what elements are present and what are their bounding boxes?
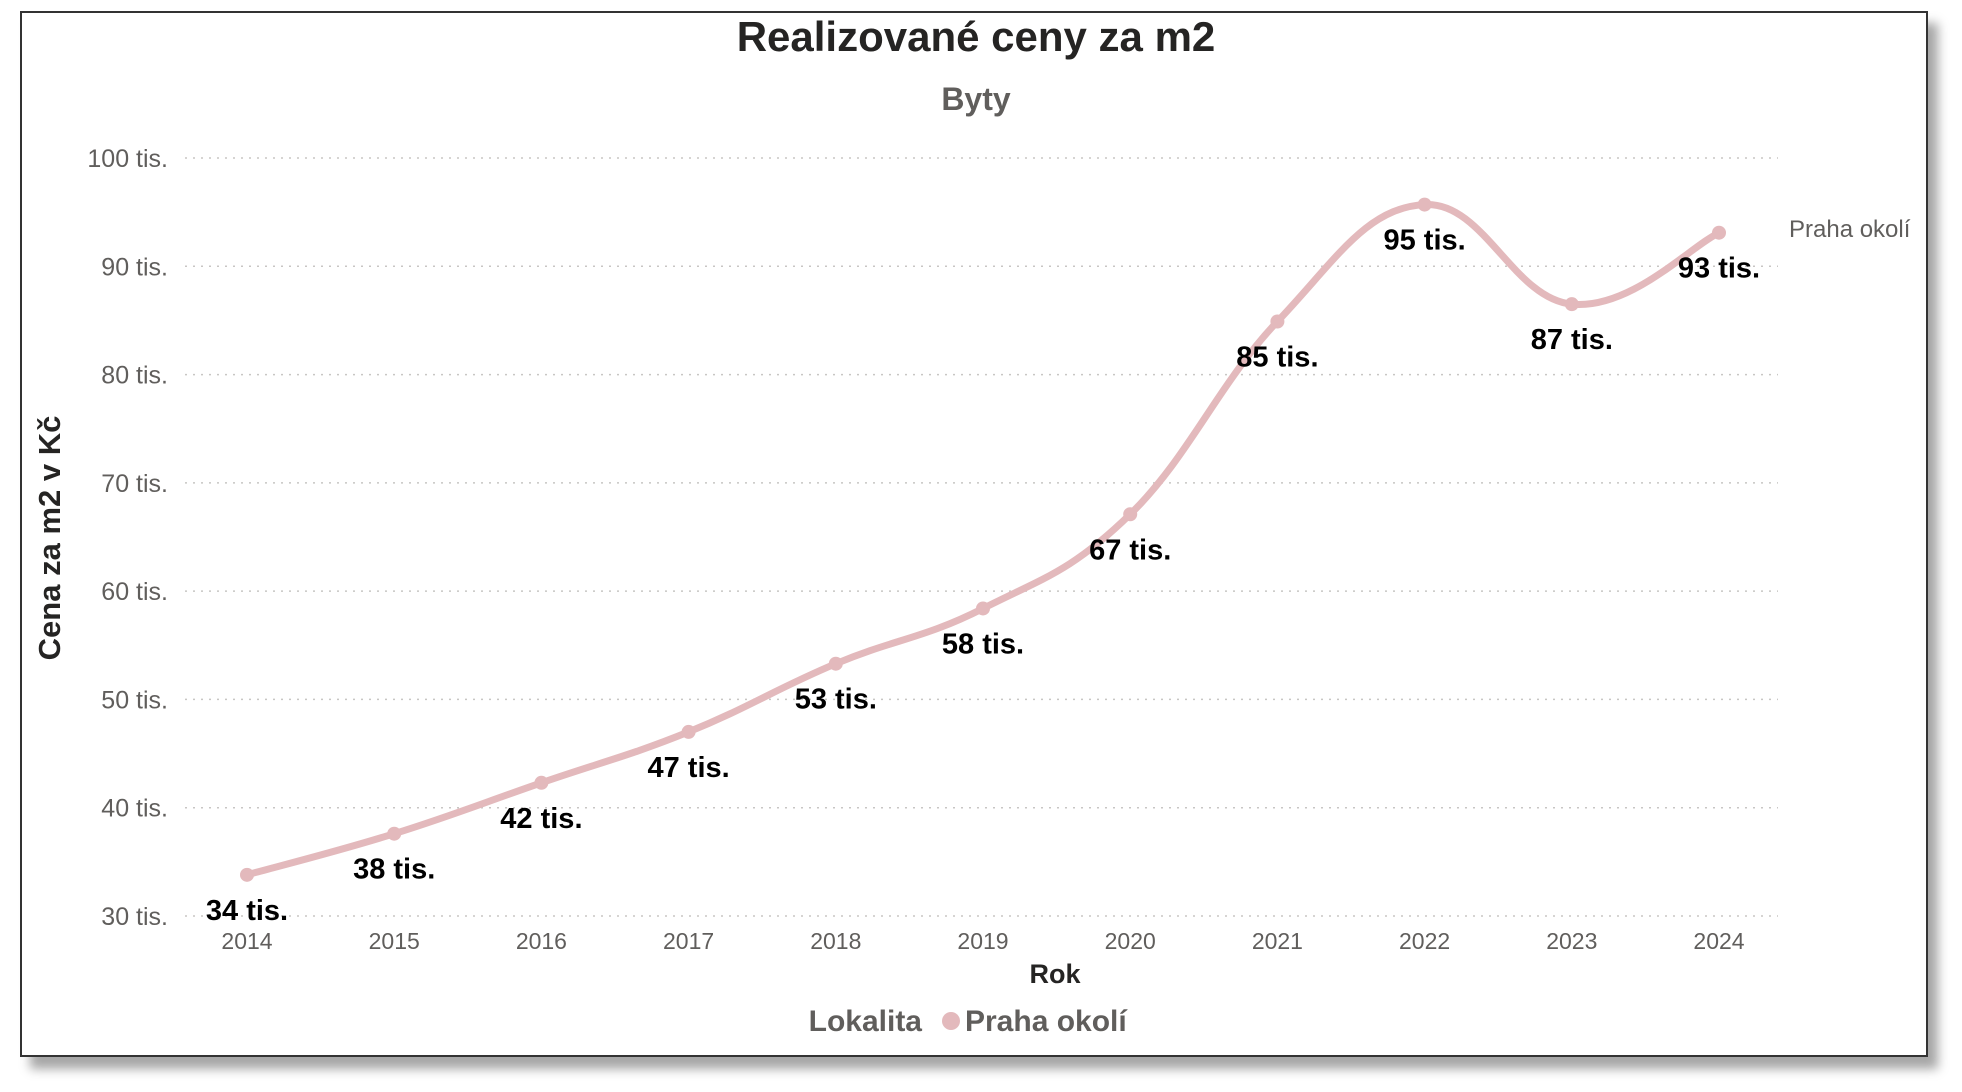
- x-tick-label: 2018: [810, 928, 861, 954]
- data-label-2018: 53 tis.: [795, 684, 877, 716]
- data-point-2024[interactable]: [1712, 225, 1726, 240]
- x-axis-title: Rok: [1029, 959, 1081, 989]
- x-tick-label: 2022: [1399, 928, 1450, 954]
- x-tick-label: 2020: [1105, 928, 1156, 954]
- y-tick-label: 80 tis.: [101, 362, 168, 390]
- series-line-praha-okoli: [243, 201, 1723, 879]
- data-point-2019[interactable]: [976, 601, 990, 616]
- y-tick-label: 30 tis.: [101, 903, 168, 931]
- chart-subtitle: Byty: [941, 81, 1011, 117]
- y-tick-label: 70 tis.: [101, 470, 168, 498]
- x-tick-label: 2015: [369, 928, 420, 954]
- data-label-2017: 47 tis.: [647, 752, 729, 784]
- y-axis-title: Cena za m2 v Kč: [32, 416, 67, 661]
- data-point-2018[interactable]: [828, 656, 843, 671]
- chart-title: Realizované ceny za m2: [737, 13, 1216, 60]
- data-label-2024: 93 tis.: [1678, 253, 1760, 285]
- y-tick-label: 60 tis.: [101, 578, 168, 606]
- x-tick-label: 2017: [663, 928, 714, 954]
- data-label-2015: 38 tis.: [353, 854, 435, 886]
- x-tick-label: 2014: [221, 928, 272, 954]
- data-point-2021[interactable]: [1270, 314, 1285, 329]
- x-tick-label: 2023: [1546, 928, 1597, 954]
- data-label-2014: 34 tis.: [206, 895, 288, 927]
- series-end-label: Praha okolí: [1789, 216, 1911, 243]
- x-tick-label: 2019: [957, 928, 1008, 954]
- legend-marker-praha-okoli: [942, 1012, 960, 1030]
- data-label-2016: 42 tis.: [500, 803, 582, 835]
- data-label-2021: 85 tis.: [1236, 342, 1318, 374]
- y-tick-label: 40 tis.: [101, 795, 168, 823]
- data-point-2014[interactable]: [240, 867, 254, 882]
- y-axis-ticks: 100 tis. 90 tis. 80 tis. 70 tis. 60 tis. 50 t…: [87, 145, 168, 931]
- grid-lines: [185, 157, 1778, 917]
- data-label-2019: 58 tis.: [942, 628, 1024, 660]
- chart-frame: [20, 11, 1928, 1057]
- x-tick-label: 2016: [516, 928, 567, 954]
- data-point-2023[interactable]: [1564, 297, 1579, 312]
- data-labels: 34 tis. 38 tis. 42 tis. 47 tis. 53 tis. 58 ti…: [206, 225, 1760, 927]
- data-point-2015[interactable]: [387, 826, 402, 841]
- y-tick-label: 100 tis.: [87, 145, 168, 173]
- data-point-2016[interactable]: [534, 775, 549, 790]
- x-tick-label: 2021: [1252, 928, 1303, 954]
- data-point-2022[interactable]: [1417, 197, 1432, 212]
- legend-item-praha-okoli[interactable]: Praha okolí: [965, 1005, 1128, 1038]
- y-tick-label: 50 tis.: [101, 686, 168, 714]
- data-label-2022: 95 tis.: [1383, 225, 1465, 257]
- data-point-2017[interactable]: [681, 724, 696, 739]
- legend: Lokalita Praha okolí: [809, 1005, 1129, 1038]
- x-tick-label: 2024: [1693, 928, 1744, 954]
- y-tick-label: 90 tis.: [101, 253, 168, 281]
- legend-title: Lokalita: [809, 1005, 923, 1038]
- data-label-2023: 87 tis.: [1531, 324, 1613, 356]
- series-points: [240, 197, 1726, 882]
- data-point-2020[interactable]: [1123, 507, 1138, 522]
- data-label-2020: 67 tis.: [1089, 534, 1171, 566]
- x-axis-ticks: 2014 2015 2016 2017 2018 2019 2020 2021 2022 2023…: [221, 928, 1744, 954]
